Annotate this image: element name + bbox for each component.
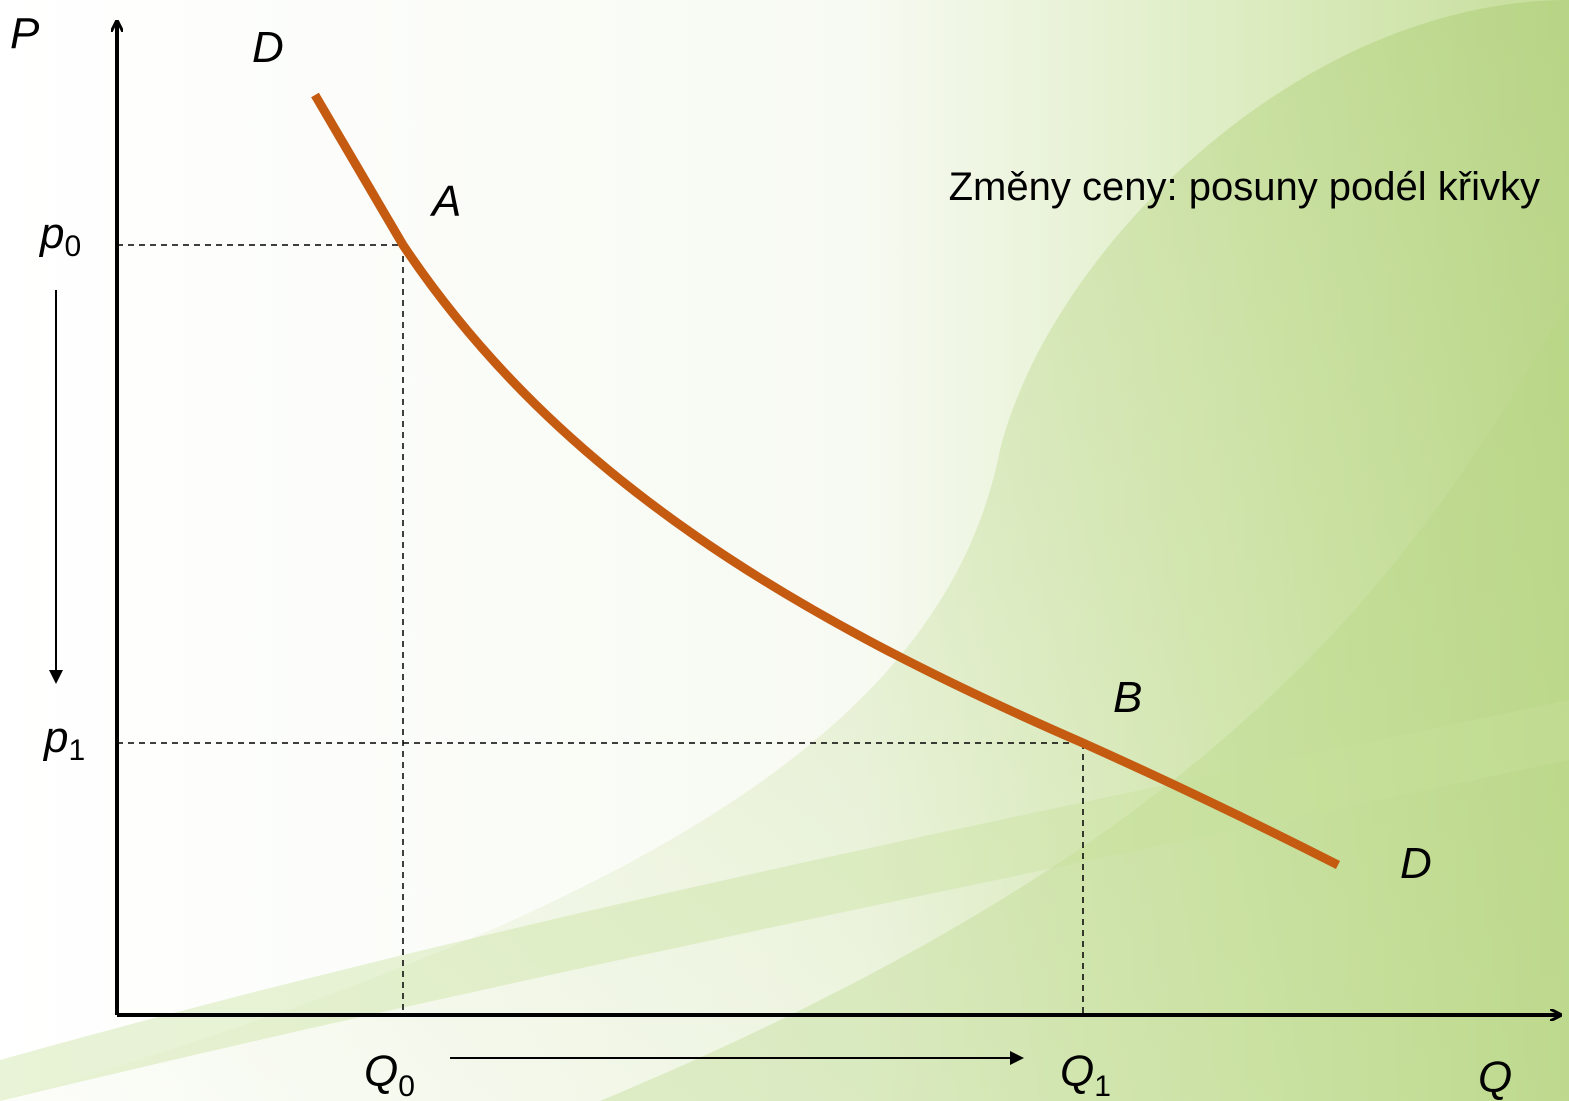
guide-lines [117, 244, 1084, 1015]
price-label: p1 [42, 713, 85, 767]
price-label: p0 [38, 209, 81, 263]
quantity-label: Q1 [1060, 1047, 1111, 1101]
quantity-label: Q0 [364, 1047, 415, 1101]
price-subscript: 1 [68, 734, 85, 767]
price-symbol: p [42, 713, 68, 762]
quantity-subscript: 0 [398, 1070, 415, 1101]
demand-curve [311, 92, 1341, 870]
background-swirl [600, 300, 1569, 1101]
background-swirl [0, 700, 1569, 1101]
caption: Změny ceny: posuny podél křivky [949, 165, 1540, 209]
price-subscript: 0 [64, 230, 81, 263]
quantity-symbol: Q [364, 1047, 398, 1096]
curve-label: D [1400, 839, 1432, 888]
quantity-subscript: 1 [1094, 1070, 1111, 1101]
curve-label: D [252, 23, 284, 72]
y-axis-label: P [10, 9, 40, 58]
point-label: A [429, 177, 461, 226]
quantity-symbol: Q [1060, 1047, 1094, 1096]
point-label: B [1113, 673, 1142, 722]
x-axis-label: Q [1478, 1053, 1512, 1101]
price-symbol: p [38, 209, 64, 258]
